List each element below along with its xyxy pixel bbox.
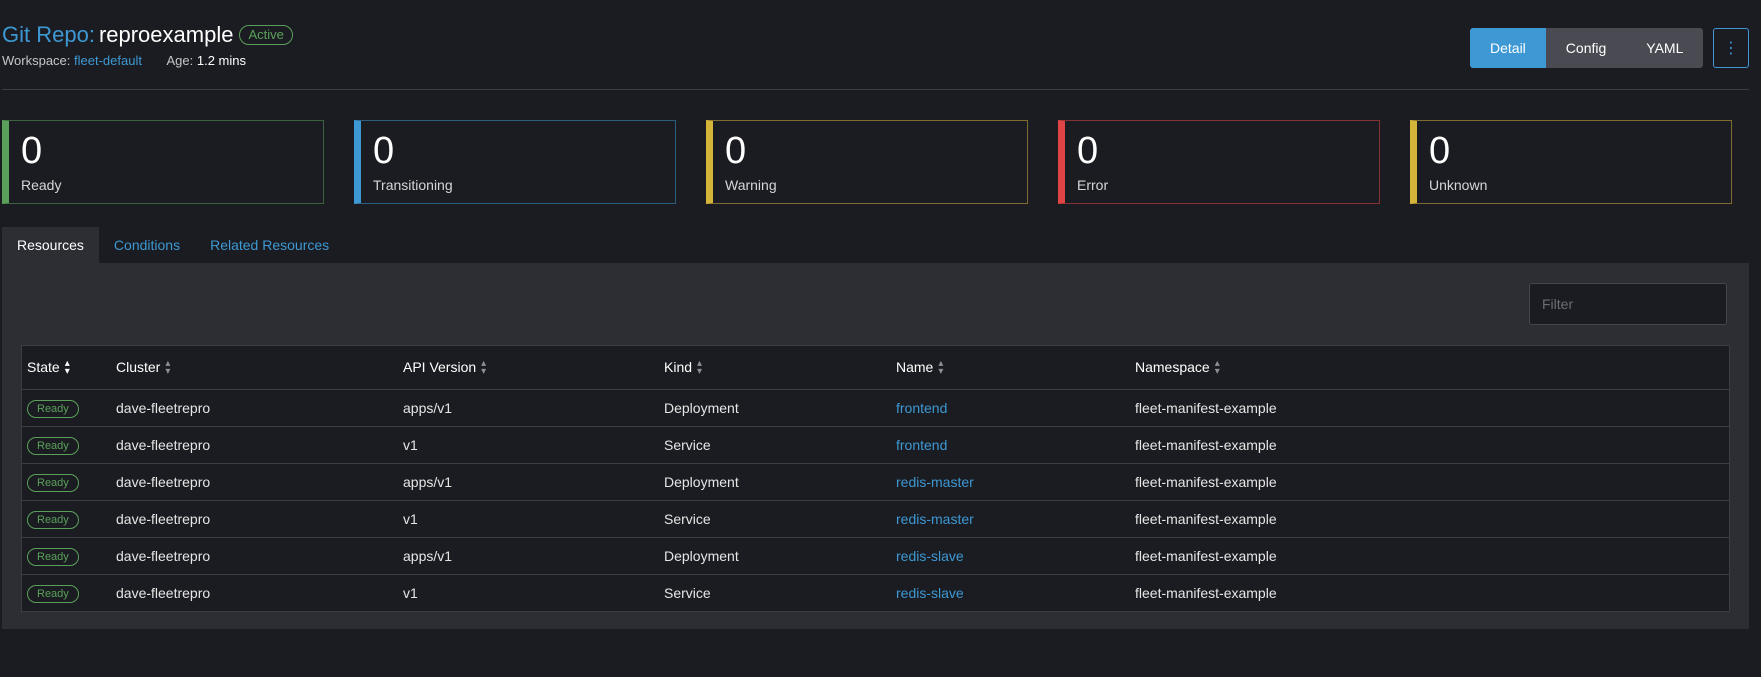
resource-name-link[interactable]: redis-master: [896, 511, 974, 527]
table-row: Ready dave-fleetrepro apps/v1 Deployment…: [21, 389, 1730, 427]
resources-table: State ▴ ▾ Cluster ▴ ▾ API Version ▴ ▾ Kind ▴ ▾ N…: [21, 345, 1730, 612]
count-label: Transitioning: [373, 177, 453, 193]
cluster-cell: dave-fleetrepro: [111, 463, 398, 501]
namespace-cell: fleet-manifest-example: [1135, 585, 1277, 601]
age-label: Age:: [166, 53, 194, 68]
cluster-cell: dave-fleetrepro: [111, 537, 398, 575]
state-badge: Ready: [27, 547, 79, 566]
api-version-cell: v1: [398, 426, 659, 464]
namespace-cell: fleet-manifest-example: [1130, 537, 1730, 575]
count-label: Error: [1077, 177, 1109, 193]
filter-input[interactable]: [1529, 283, 1727, 325]
column-header-namespace[interactable]: Namespace ▴ ▾: [1130, 345, 1730, 390]
column-header-state[interactable]: State ▴ ▾: [21, 345, 111, 390]
count-label: Warning: [725, 177, 777, 193]
namespace-cell: fleet-manifest-example: [1130, 426, 1730, 464]
table-header-row: State ▴ ▾ Cluster ▴ ▾ API Version ▴ ▾ Kind ▴ ▾ N…: [21, 345, 1730, 390]
kind-cell: Deployment: [659, 537, 891, 575]
sort-icon: ▴ ▾: [64, 358, 70, 378]
sort-icon: ▴ ▾: [697, 358, 703, 378]
resource-name-link[interactable]: redis-slave: [896, 585, 964, 601]
table-row: Ready dave-fleetrepro apps/v1 Deployment…: [21, 463, 1730, 501]
count-error: 0 Error: [1058, 120, 1380, 204]
state-badge: Ready: [27, 436, 79, 455]
workspace-label: Workspace:: [2, 53, 71, 68]
resources-panel: State▴▾ Cluster▴▾ API Version▴▾ Kind▴▾ N…: [2, 263, 1749, 629]
namespace-cell: fleet-manifest-example: [1130, 463, 1730, 501]
tab-bar: Resources Conditions Related Resources: [2, 227, 344, 263]
title-prefix-link[interactable]: Git Repo:: [2, 22, 95, 47]
page-title: Git Repo: reproexample Active: [2, 20, 293, 50]
repo-name: reproexample: [98, 22, 234, 47]
kind-cell: Deployment: [659, 463, 891, 501]
age-value: 1.2 mins: [196, 53, 247, 68]
workspace-link[interactable]: fleet-default: [74, 53, 142, 68]
meta-info: Workspace: fleet-default Age: 1.2 mins: [2, 53, 246, 68]
kind-cell: Service: [659, 500, 891, 538]
header-divider: [2, 89, 1749, 90]
table-row: Ready dave-fleetrepro apps/v1 Deployment…: [21, 537, 1730, 575]
count-label: Ready: [21, 177, 62, 193]
config-button[interactable]: Config: [1545, 28, 1627, 68]
sort-icon: ▴ ▾: [938, 358, 944, 378]
tab-conditions[interactable]: Conditions: [113, 237, 181, 253]
count-transitioning: 0 Transitioning: [354, 120, 676, 204]
table-row: Ready dave-fleetrepro v1 Service redis-s…: [22, 575, 1730, 612]
column-header-api-version[interactable]: API Version ▴ ▾: [398, 345, 659, 390]
sort-icon: ▴ ▾: [165, 358, 171, 378]
count-value: 0: [373, 130, 395, 172]
api-version-cell: v1: [398, 500, 659, 538]
count-ready: 0 Ready: [2, 120, 324, 204]
count-value: 0: [1077, 130, 1099, 172]
page-header: Git Repo: reproexample Active Workspace:…: [0, 20, 1761, 90]
column-header-kind[interactable]: Kind ▴ ▾: [659, 345, 891, 390]
more-actions-button[interactable]: ⋮: [1713, 28, 1749, 68]
api-version-cell: apps/v1: [398, 537, 659, 575]
sort-icon: ▴ ▾: [481, 358, 487, 378]
column-header-name[interactable]: Name ▴ ▾: [891, 345, 1130, 390]
view-switcher: Detail Config YAML: [1470, 28, 1704, 68]
detail-button[interactable]: Detail: [1470, 28, 1546, 68]
namespace-cell: fleet-manifest-example: [1130, 389, 1730, 427]
status-counts: 0 Ready 0 Transitioning 0 Warning 0 Erro…: [2, 120, 1732, 204]
count-value: 0: [1429, 130, 1451, 172]
count-value: 0: [21, 130, 43, 172]
kind-cell: Service: [659, 426, 891, 464]
kind-cell: Deployment: [659, 389, 891, 427]
count-unknown: 0 Unknown: [1410, 120, 1732, 204]
sort-icon: ▴ ▾: [1214, 358, 1220, 378]
tab-resources[interactable]: Resources: [2, 227, 99, 263]
cluster-cell: dave-fleetrepro: [111, 389, 398, 427]
namespace-cell: fleet-manifest-example: [1130, 500, 1730, 538]
resource-name-link[interactable]: redis-master: [896, 474, 974, 490]
state-badge: Ready: [27, 510, 79, 529]
api-version-cell: apps/v1: [398, 389, 659, 427]
cluster-cell: dave-fleetrepro: [116, 585, 211, 601]
kebab-icon: ⋮: [1723, 40, 1739, 57]
cluster-cell: dave-fleetrepro: [111, 500, 398, 538]
table-row: Ready dave-fleetrepro v1 Service redis-m…: [21, 500, 1730, 538]
resource-name-link[interactable]: frontend: [896, 400, 948, 416]
status-badge: Active: [239, 25, 293, 45]
count-value: 0: [725, 130, 747, 172]
count-warning: 0 Warning: [706, 120, 1028, 204]
count-label: Unknown: [1429, 177, 1488, 193]
resource-name-link[interactable]: redis-slave: [896, 548, 964, 564]
table-row: Ready dave-fleetrepro v1 Service fronten…: [21, 426, 1730, 464]
api-version-cell: v1: [403, 585, 418, 601]
state-badge: Ready: [27, 473, 79, 492]
column-header-cluster[interactable]: Cluster ▴ ▾: [111, 345, 398, 390]
resource-name-link[interactable]: frontend: [896, 437, 948, 453]
yaml-button[interactable]: YAML: [1626, 28, 1704, 68]
state-badge: Ready: [27, 584, 79, 603]
tab-related-resources[interactable]: Related Resources: [210, 237, 330, 253]
api-version-cell: apps/v1: [398, 463, 659, 501]
kind-cell: Service: [664, 585, 711, 601]
cluster-cell: dave-fleetrepro: [111, 426, 398, 464]
state-badge: Ready: [27, 399, 79, 418]
